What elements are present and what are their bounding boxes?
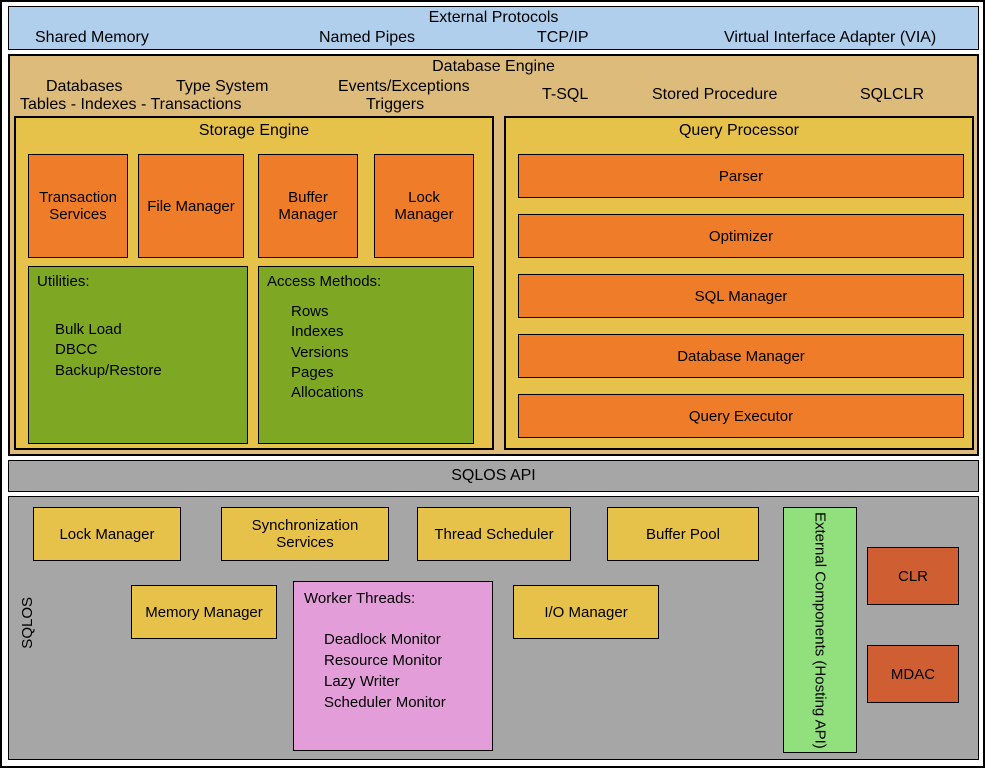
sq-r1-2-label: Thread Scheduler bbox=[434, 526, 553, 543]
ext-item-3: Virtual Interface Adapter (VIA) bbox=[724, 29, 936, 47]
acc-0: Rows bbox=[291, 302, 465, 322]
wk-2: Lazy Writer bbox=[324, 671, 482, 692]
qp-1: Optimizer bbox=[518, 214, 964, 258]
sqlos-api-box: SQLOS API bbox=[8, 460, 979, 492]
sqlos-api-label: SQLOS API bbox=[451, 467, 535, 485]
acc-3: Pages bbox=[291, 363, 465, 383]
util-1: DBCC bbox=[55, 340, 239, 360]
util-2: Backup/Restore bbox=[55, 361, 239, 381]
storage-mgr-2: Buffer Manager bbox=[258, 154, 358, 258]
database-engine-box: Database Engine Databases Type System Ev… bbox=[8, 54, 979, 456]
eng-r1-2: Events/Exceptions bbox=[338, 78, 470, 96]
query-title: Query Processor bbox=[506, 122, 972, 140]
storage-mgr-2-label: Buffer Manager bbox=[263, 189, 353, 223]
access-box: Access Methods: Rows Indexes Versions Pa… bbox=[258, 266, 474, 444]
qp-0: Parser bbox=[518, 154, 964, 198]
acc-2: Versions bbox=[291, 343, 465, 363]
sq-r1-1-label: Synchronization Services bbox=[226, 517, 384, 551]
ext-components-label: External Components (Hosting API) bbox=[812, 512, 829, 749]
ext-components-box: External Components (Hosting API) bbox=[783, 507, 857, 753]
memory-mgr-label: Memory Manager bbox=[145, 604, 263, 621]
sqlos-label: SQLOS bbox=[19, 597, 36, 649]
memory-mgr: Memory Manager bbox=[131, 585, 277, 639]
sq-r1-1: Synchronization Services bbox=[221, 507, 389, 561]
qp-3: Database Manager bbox=[518, 334, 964, 378]
wk-1: Resource Monitor bbox=[324, 650, 482, 671]
qp-1-label: Optimizer bbox=[709, 228, 773, 245]
eng-r1-5: SQLCLR bbox=[860, 86, 924, 104]
io-mgr-label: I/O Manager bbox=[544, 604, 627, 621]
eng-r2-1: Triggers bbox=[366, 96, 424, 114]
wk-3: Scheduler Monitor bbox=[324, 692, 482, 713]
storage-mgr-0: Transaction Services bbox=[28, 154, 128, 258]
eng-r1-4: Stored Procedure bbox=[652, 86, 777, 104]
sq-r1-3: Buffer Pool bbox=[607, 507, 759, 561]
sq-r1-2: Thread Scheduler bbox=[417, 507, 571, 561]
storage-title: Storage Engine bbox=[16, 122, 492, 140]
qp-0-label: Parser bbox=[719, 168, 763, 185]
storage-mgr-3-label: Lock Manager bbox=[379, 189, 469, 223]
ext-item-1: Named Pipes bbox=[319, 29, 415, 47]
ext-item-2: TCP/IP bbox=[537, 29, 589, 47]
worker-threads-box: Worker Threads: Deadlock Monitor Resourc… bbox=[293, 581, 493, 751]
eng-r2-0: Tables - Indexes - Transactions bbox=[20, 96, 241, 114]
ext-item-0: Shared Memory bbox=[35, 29, 149, 47]
external-title: External Protocols bbox=[9, 9, 978, 27]
access-title: Access Methods: bbox=[267, 273, 465, 290]
architecture-diagram: External Protocols Shared Memory Named P… bbox=[0, 0, 985, 768]
qp-2-label: SQL Manager bbox=[695, 288, 788, 305]
utilities-box: Utilities: Bulk Load DBCC Backup/Restore bbox=[28, 266, 248, 444]
sq-r1-0: Lock Manager bbox=[33, 507, 181, 561]
sq-r1-0-label: Lock Manager bbox=[59, 526, 154, 543]
util-0: Bulk Load bbox=[55, 320, 239, 340]
external-protocols-box: External Protocols Shared Memory Named P… bbox=[8, 6, 979, 50]
qp-4-label: Query Executor bbox=[689, 408, 793, 425]
acc-1: Indexes bbox=[291, 322, 465, 342]
storage-mgr-3: Lock Manager bbox=[374, 154, 474, 258]
worker-title: Worker Threads: bbox=[304, 590, 482, 607]
query-processor-box: Query Processor Parser Optimizer SQL Man… bbox=[504, 116, 974, 450]
storage-engine-box: Storage Engine Transaction Services File… bbox=[14, 116, 494, 450]
clr-box: CLR bbox=[867, 547, 959, 605]
eng-r1-1: Type System bbox=[176, 78, 268, 96]
storage-mgr-1: File Manager bbox=[138, 154, 244, 258]
storage-mgr-0-label: Transaction Services bbox=[33, 189, 123, 223]
qp-2: SQL Manager bbox=[518, 274, 964, 318]
mdac-box: MDAC bbox=[867, 645, 959, 703]
acc-4: Allocations bbox=[291, 383, 465, 403]
utilities-title: Utilities: bbox=[37, 273, 239, 290]
clr-label: CLR bbox=[898, 568, 928, 585]
qp-4: Query Executor bbox=[518, 394, 964, 438]
wk-0: Deadlock Monitor bbox=[324, 629, 482, 650]
mdac-label: MDAC bbox=[891, 666, 935, 683]
sqlos-box: SQLOS Lock Manager Synchronization Servi… bbox=[8, 496, 979, 760]
sq-r1-3-label: Buffer Pool bbox=[646, 526, 720, 543]
engine-title: Database Engine bbox=[10, 58, 977, 76]
eng-r1-3: T-SQL bbox=[542, 86, 588, 104]
qp-3-label: Database Manager bbox=[677, 348, 805, 365]
eng-r1-0: Databases bbox=[46, 78, 123, 96]
io-mgr: I/O Manager bbox=[513, 585, 659, 639]
storage-mgr-1-label: File Manager bbox=[147, 198, 235, 215]
